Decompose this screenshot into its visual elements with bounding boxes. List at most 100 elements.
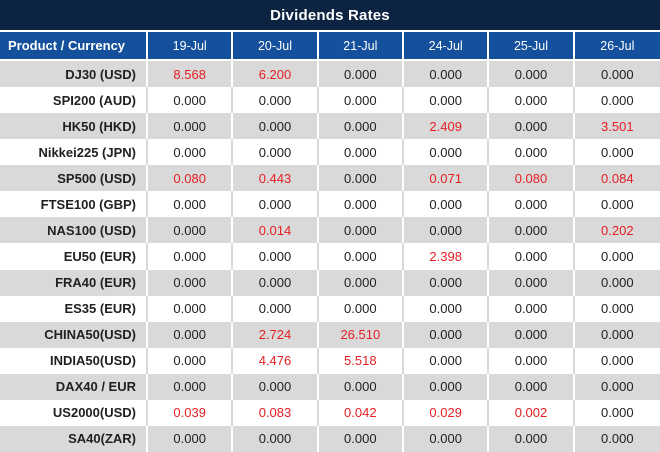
- dividend-value-cell: 0.000: [489, 139, 575, 166]
- dividend-value-cell: 0.000: [233, 269, 319, 296]
- dividend-value-cell: 0.000: [601, 196, 634, 212]
- product-label: FRA40 (EUR): [0, 269, 148, 296]
- dividend-value-cell: 0.000: [489, 61, 575, 88]
- dividend-value-cell: 6.200: [233, 61, 319, 88]
- product-label: CHINA50(USD): [0, 321, 148, 348]
- table-row: HK50 (HKD) 0.000 0.000 0.000 2.409 0.000 3.501: [0, 113, 660, 140]
- table-body: DJ30 (USD) 8.568 6.200 0.000 0.000 0.000 0.000…: [0, 61, 660, 452]
- dividend-value-cell: 0.000: [601, 327, 634, 343]
- dividend-value-cell: 0.042: [319, 399, 404, 426]
- product-label: ES35 (EUR): [0, 295, 148, 322]
- dividend-value-cell: 0.000: [489, 87, 575, 114]
- dividend-value-cell: 0.000: [489, 269, 575, 296]
- product-label: INDIA50(USD): [0, 347, 148, 374]
- dividend-value-cell: 0.000: [148, 217, 234, 244]
- dividend-value-cell: 2.398: [404, 243, 490, 270]
- dividend-value-cell: 0.000: [319, 87, 404, 114]
- product-label: DJ30 (USD): [0, 61, 148, 88]
- dividend-value-cell: 4.476: [233, 347, 319, 374]
- table-row: US2000(USD) 0.039 0.083 0.042 0.029 0.002 0.00…: [0, 399, 660, 426]
- dividend-value-cell: 0.000: [404, 217, 490, 244]
- dividend-value-cell: 5.518: [319, 347, 404, 374]
- dividend-value-cell: 0.000: [148, 425, 234, 452]
- dividend-value-cell: 0.071: [404, 165, 490, 192]
- dividend-value-cell: 0.000: [601, 66, 634, 82]
- dividend-value-cell: 0.000: [148, 295, 234, 322]
- dividend-value-cell: 0.039: [148, 399, 234, 426]
- title-bar: Dividends Rates: [0, 0, 660, 32]
- dividend-value-cell: 0.000: [489, 191, 575, 218]
- dividend-value-cell: 0.000: [404, 295, 490, 322]
- dividend-value-cell: 0.000: [319, 139, 404, 166]
- product-label: Nikkei225 (JPN): [0, 139, 148, 166]
- dividend-value-cell: 0.000: [601, 301, 634, 317]
- dividend-value-cell: 0.000: [148, 139, 234, 166]
- dividend-value-cell: 0.000: [404, 61, 490, 88]
- column-header-date: 25-Jul: [489, 32, 575, 59]
- dividend-value-cell: 0.443: [233, 165, 319, 192]
- table-row: CHINA50(USD) 0.000 2.724 26.510 0.000 0.000 0.…: [0, 321, 660, 348]
- dividend-value-cell: 0.000: [489, 373, 575, 400]
- table-row: DJ30 (USD) 8.568 6.200 0.000 0.000 0.000 0.000: [0, 61, 660, 88]
- dividend-value-cell: 0.000: [319, 191, 404, 218]
- dividend-value-cell: 0.000: [319, 269, 404, 296]
- table-row: SPI200 (AUD) 0.000 0.000 0.000 0.000 0.000 0.0…: [0, 87, 660, 114]
- dividend-value-cell: 0.029: [404, 399, 490, 426]
- dividend-value-cell: 0.000: [148, 373, 234, 400]
- dividend-value-cell: 0.000: [489, 425, 575, 452]
- dividend-value-cell: 0.000: [319, 113, 404, 140]
- column-header-date: 19-Jul: [148, 32, 234, 59]
- dividend-value-cell: 0.000: [404, 87, 490, 114]
- dividend-value-cell: 0.084: [601, 170, 634, 186]
- dividend-value-cell: 0.000: [148, 347, 234, 374]
- dividend-value-cell: 0.000: [148, 269, 234, 296]
- dividend-value-cell: 3.501: [601, 118, 634, 134]
- table-row: EU50 (EUR) 0.000 0.000 0.000 2.398 0.000 0.000: [0, 243, 660, 270]
- dividend-value-cell: 0.000: [148, 243, 234, 270]
- page-title: Dividends Rates: [270, 6, 390, 24]
- dividend-value-cell: 0.202: [601, 222, 634, 238]
- dividend-value-cell: 0.000: [489, 217, 575, 244]
- table-row: SP500 (USD) 0.080 0.443 0.000 0.071 0.080 0.08…: [0, 165, 660, 192]
- dividend-value-cell: 0.000: [319, 243, 404, 270]
- dividend-value-cell: 0.000: [148, 87, 234, 114]
- dividend-value-cell: 0.000: [601, 379, 634, 395]
- dividend-value-cell: 0.000: [319, 295, 404, 322]
- dividend-value-cell: 0.000: [489, 295, 575, 322]
- dividend-value-cell: 0.000: [233, 87, 319, 114]
- column-header-product-currency: Product / Currency: [0, 32, 148, 59]
- product-label: NAS100 (USD): [0, 217, 148, 244]
- table-header-row: Product / Currency 19-Jul 20-Jul 21-Jul 24-…: [0, 32, 660, 61]
- dividend-value-cell: 0.000: [601, 431, 634, 447]
- dividend-value-cell: 0.014: [233, 217, 319, 244]
- dividend-value-cell: 0.000: [601, 405, 634, 421]
- dividend-value-cell: 0.083: [233, 399, 319, 426]
- product-label: FTSE100 (GBP): [0, 191, 148, 218]
- dividend-value-cell: 0.000: [319, 217, 404, 244]
- product-label: US2000(USD): [0, 399, 148, 426]
- table-row: FRA40 (EUR) 0.000 0.000 0.000 0.000 0.000 0.00…: [0, 269, 660, 296]
- column-header-date: 24-Jul: [404, 32, 490, 59]
- dividend-value-cell: 0.000: [404, 321, 490, 348]
- dividend-value-cell: 2.409: [404, 113, 490, 140]
- table-row: DAX40 / EUR 0.000 0.000 0.000 0.000 0.000 0.00…: [0, 373, 660, 400]
- dividend-value-cell: 0.000: [601, 144, 634, 160]
- table-row: SA40(ZAR) 0.000 0.000 0.000 0.000 0.000 0.000: [0, 425, 660, 452]
- dividend-value-cell: 0.000: [233, 243, 319, 270]
- dividend-value-cell: 0.000: [404, 139, 490, 166]
- dividend-value-cell: 8.568: [148, 61, 234, 88]
- dividend-value-cell: 0.000: [489, 243, 575, 270]
- dividend-value-cell: 0.000: [404, 425, 490, 452]
- dividend-value-cell: 0.000: [319, 425, 404, 452]
- product-label: DAX40 / EUR: [0, 373, 148, 400]
- column-header-date: 26-Jul: [600, 38, 635, 53]
- dividend-value-cell: 0.080: [489, 165, 575, 192]
- dividend-value-cell: 0.000: [148, 191, 234, 218]
- table-row: Nikkei225 (JPN) 0.000 0.000 0.000 0.000 0.000…: [0, 139, 660, 166]
- table-row: NAS100 (USD) 0.000 0.014 0.000 0.000 0.000 0.2…: [0, 217, 660, 244]
- product-label: SP500 (USD): [0, 165, 148, 192]
- dividend-value-cell: 0.000: [148, 321, 234, 348]
- product-label: SA40(ZAR): [0, 425, 148, 452]
- column-header-date: 20-Jul: [233, 32, 319, 59]
